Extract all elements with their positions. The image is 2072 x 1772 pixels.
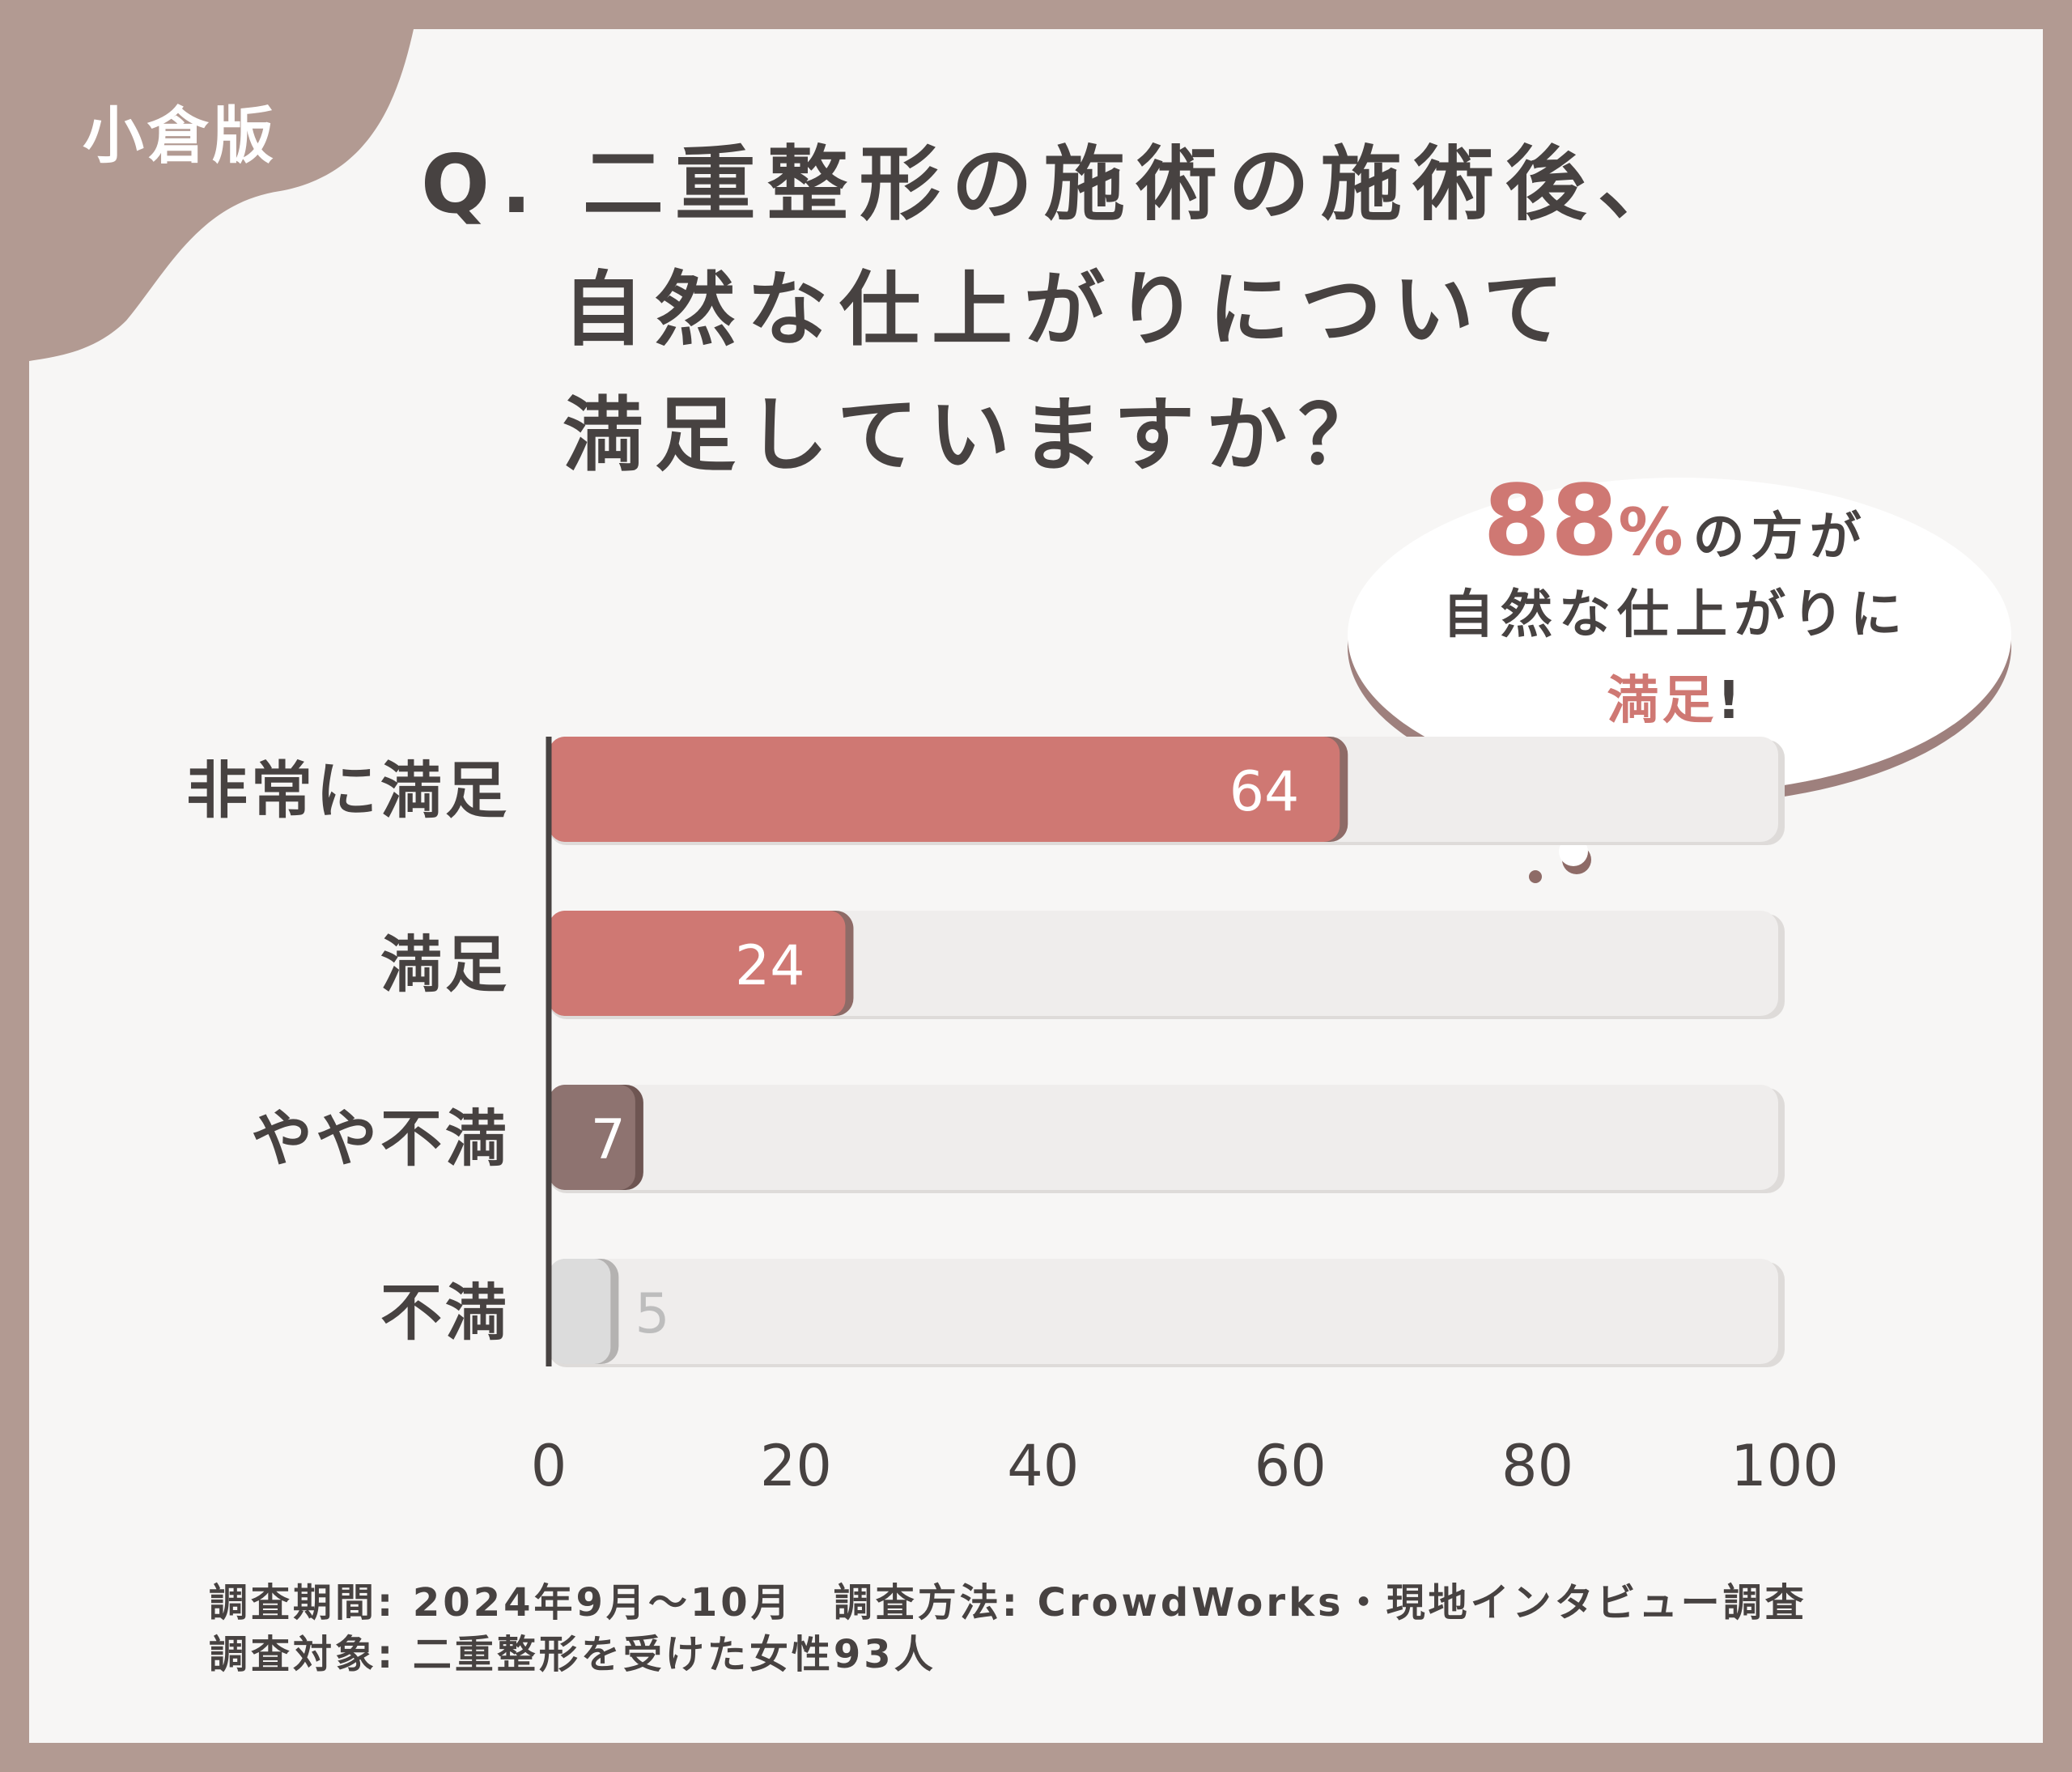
bar-track [549, 911, 1778, 1016]
corner-ribbon [29, 29, 414, 361]
region-badge: 小倉版 [83, 100, 277, 172]
bar-5 [549, 1259, 611, 1364]
title-line-2: 自然な仕上がりについて [563, 262, 1575, 357]
callout-bubble-shape [1348, 478, 2011, 883]
category-label: やや不満 [251, 1103, 510, 1175]
bar-7 [549, 1085, 635, 1190]
bar-24 [549, 911, 846, 1016]
survey-footer: 調査期間: 2024年9月～10月 調査方法: CrowdWorks・現地インタビ… [209, 1577, 1807, 1681]
callout-line1-suffix: の方が [1692, 508, 1868, 567]
callout-percent: 88 [1483, 465, 1619, 578]
value-label: 64 [1229, 760, 1300, 824]
value-label: 24 [735, 934, 805, 998]
bar-64 [549, 737, 1340, 842]
survey-period: 調査期間: 2024年9月～10月 [209, 1580, 793, 1625]
value-label: 5 [635, 1282, 669, 1346]
title-line-3: 満足していますか？ [563, 388, 1391, 482]
x-tick-label: 80 [1501, 1433, 1573, 1499]
x-tick-label: 100 [1730, 1433, 1839, 1499]
category-label: 不満 [380, 1277, 510, 1349]
title-line-1: Q. 二重整形の施術の施術後、 [421, 137, 1690, 232]
callout-line2: 自然な仕上がりに [1442, 585, 1909, 645]
category-label: 非常に満足 [186, 754, 510, 827]
callout-text: 88% の方が 自然な仕上がりに 満足! [1376, 474, 1975, 733]
callout-percent-sign: % [1618, 495, 1684, 570]
survey-method: 調査方法: CrowdWorks・現地インタビュー調査 [833, 1580, 1807, 1625]
category-label: 満足 [380, 928, 510, 1001]
chart-title: Q. 二重整形の施術の施術後、 自然な仕上がりについて 満足していますか？ [421, 121, 1878, 498]
chart-card: 小倉版 [29, 29, 2043, 1743]
x-tick-label: 60 [1255, 1433, 1327, 1499]
callout-line3-accent: 満足 [1607, 671, 1717, 731]
x-tick-label: 0 [531, 1433, 567, 1499]
value-label: 7 [591, 1108, 626, 1172]
bar-track [549, 1259, 1778, 1364]
callout-line3-suffix: ! [1717, 671, 1744, 731]
survey-target: 調査対象: 二重整形を受けた女性93人 [209, 1632, 936, 1677]
bar-track [549, 1085, 1778, 1190]
x-tick-label: 20 [760, 1433, 832, 1499]
x-tick-label: 40 [1007, 1433, 1079, 1499]
